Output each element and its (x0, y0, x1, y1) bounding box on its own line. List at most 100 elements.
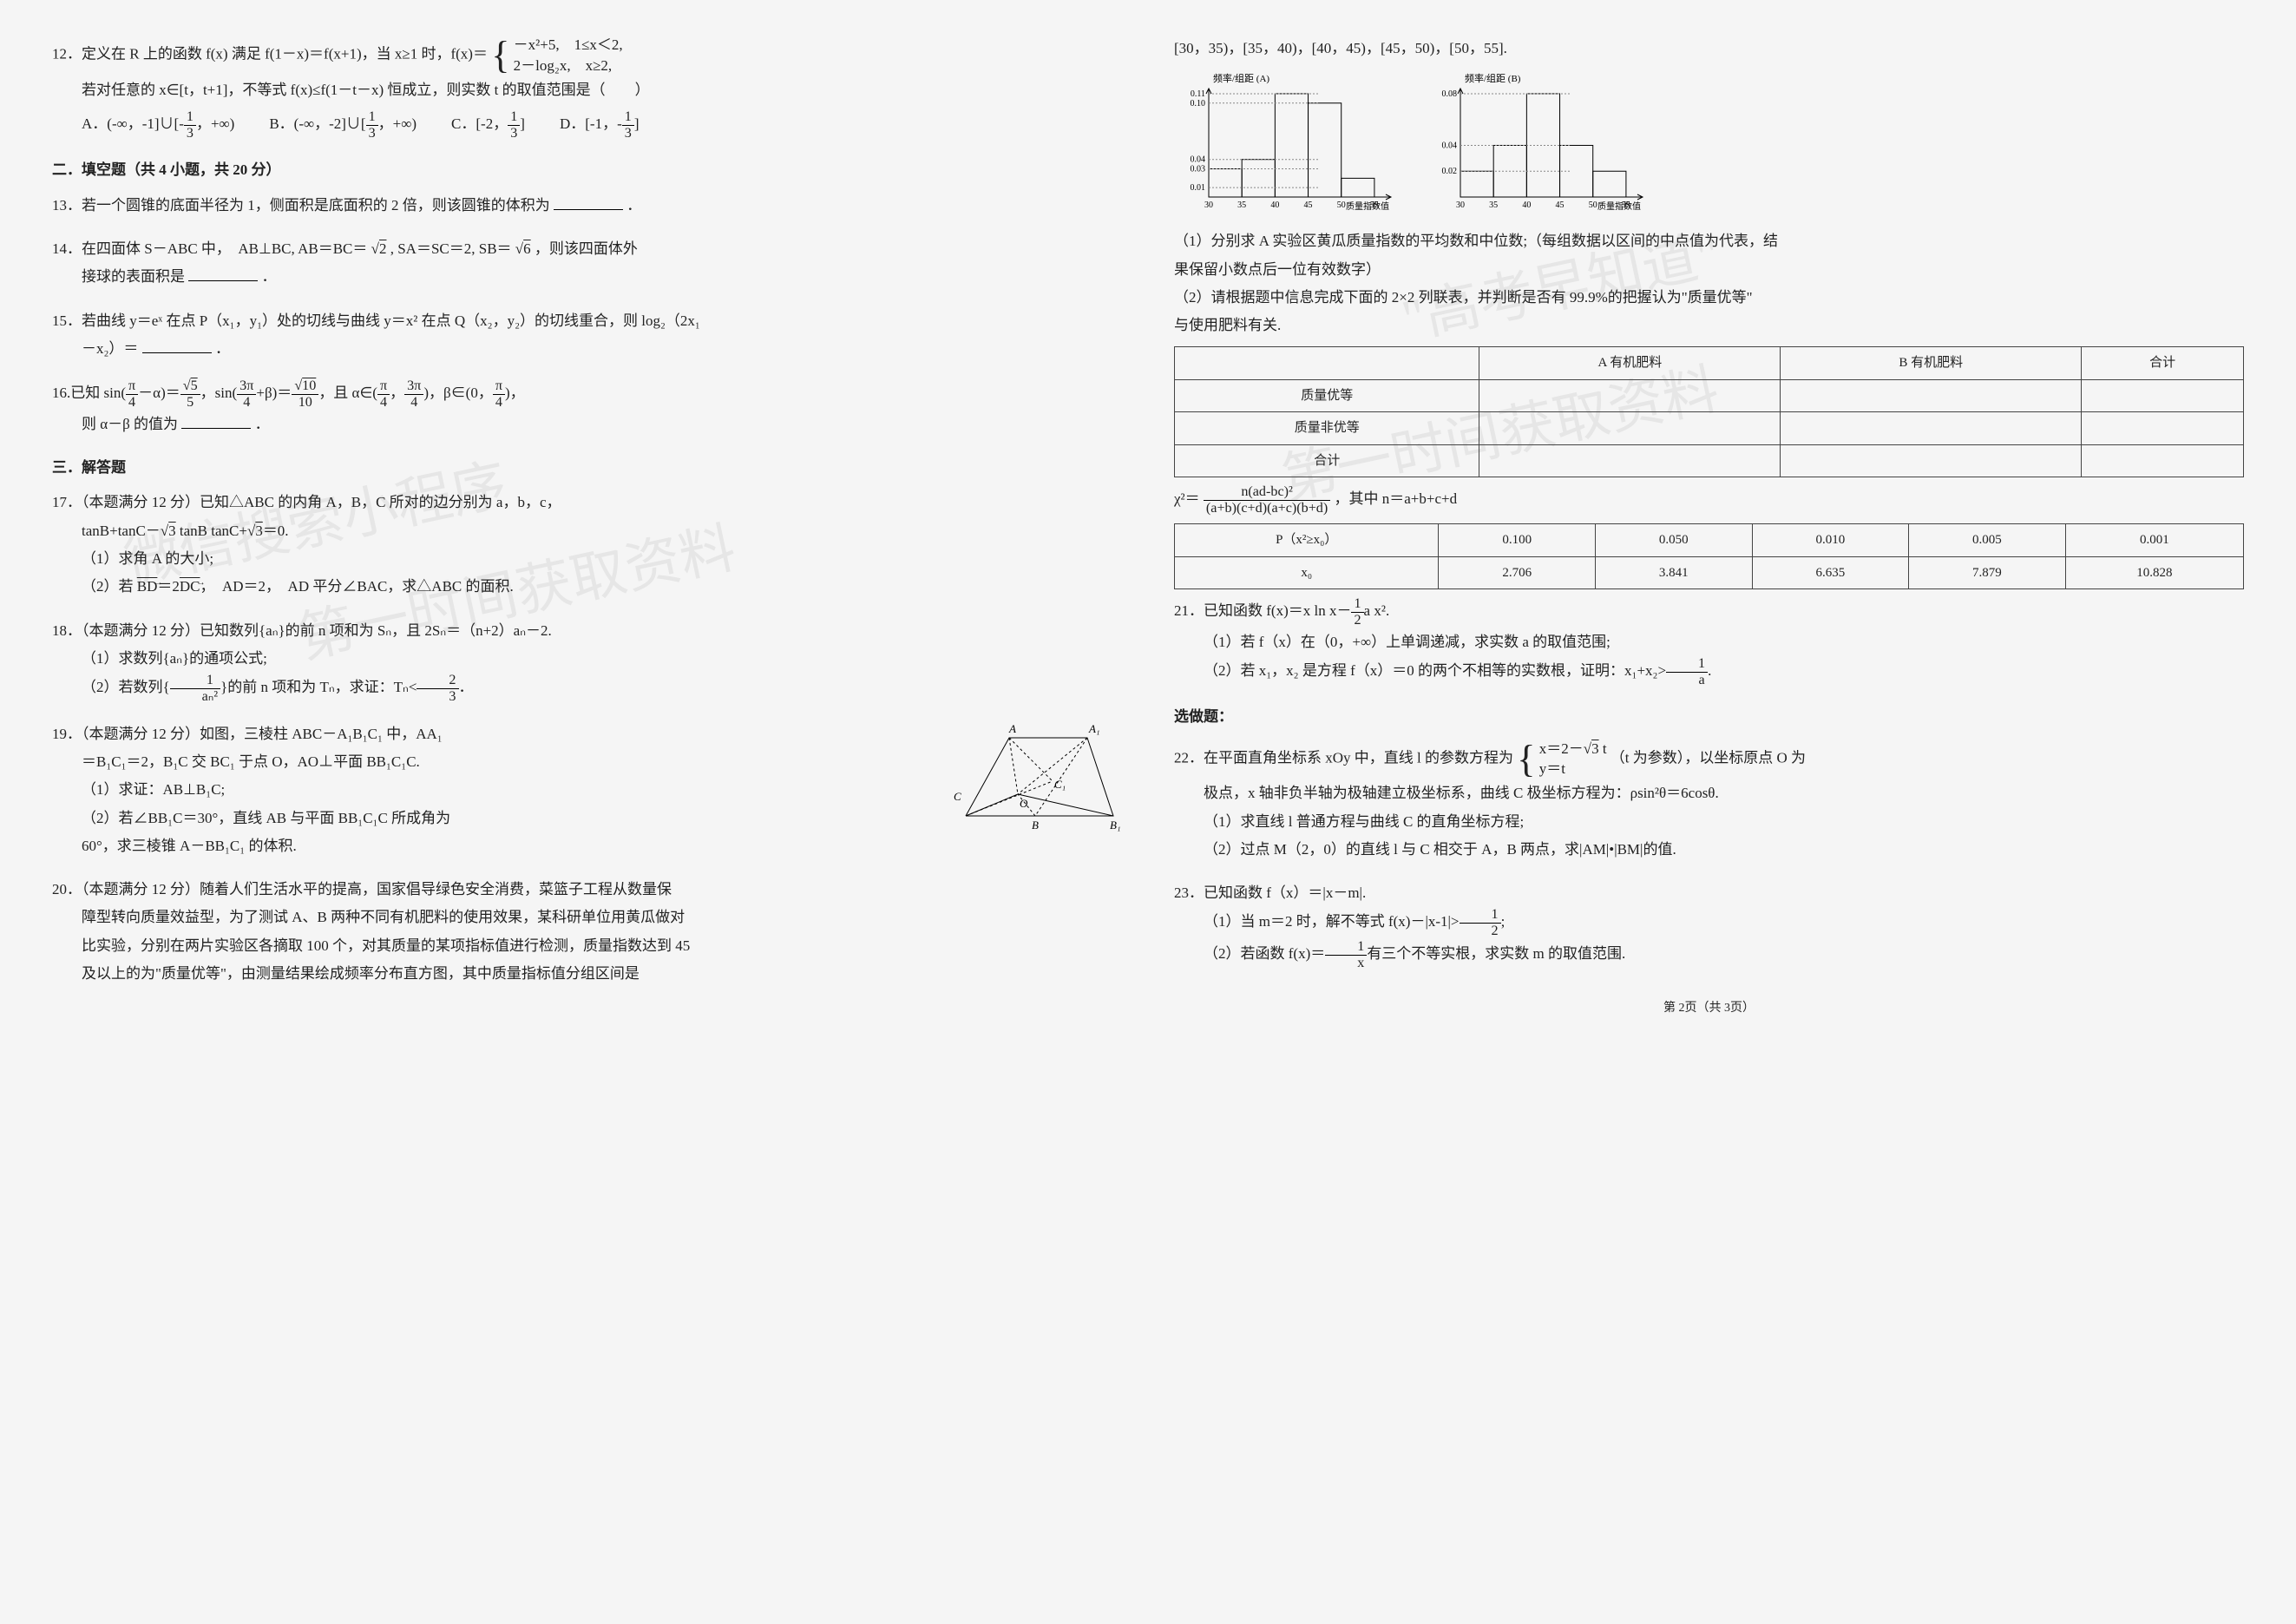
svg-text:30: 30 (1456, 201, 1465, 210)
svg-text:0.01: 0.01 (1191, 183, 1206, 193)
sqrt-6: 6 (523, 240, 531, 257)
q22-part2: （2）过点 M（2，0）的直线 l 与 C 相交于 A，B 两点，求|AM|•|… (1174, 836, 2244, 864)
svg-text:40: 40 (1522, 201, 1531, 210)
answer-blank (554, 194, 623, 210)
brace-icon: { (491, 38, 509, 73)
question-14: 14．在四面体 S－ABC 中， AB⊥BC, AB＝BC＝ √2 , SA＝S… (52, 235, 1122, 292)
prism-diagram: A A₁ C C₁ B B₁ O (948, 720, 1122, 843)
svg-text:50: 50 (1337, 201, 1346, 210)
q16-h: )， (505, 385, 525, 401)
q12-choice-d: D．[-1，-13] (560, 109, 640, 141)
q16-d: +β)＝ (256, 385, 292, 401)
q21-a: 21．已知函数 f(x)＝x ln x－ (1174, 602, 1351, 619)
chi-a: χ²＝ (1174, 491, 1200, 508)
q22-p2: y＝t (1539, 759, 1607, 779)
q22-p1: x＝2－ (1539, 740, 1584, 757)
q22-b: （t 为参数），以坐标原点 O 为 (1610, 749, 1806, 766)
q16-b: －α)＝ (138, 385, 180, 401)
svg-text:质量指数值: 质量指数值 (1597, 201, 1641, 212)
piecewise-function: { －x²+5, 1≤x＜2, 2－log₂x, x≥2, (491, 35, 622, 76)
q14-suffix: ． (262, 268, 277, 285)
question-20: 20．（本题满分 12 分）随着人们生活水平的提高，国家倡导绿色安全消费，菜篮子… (52, 876, 1122, 988)
svg-text:C₁: C₁ (1054, 778, 1066, 791)
q17-d: ＝0. (263, 523, 289, 539)
q22-a: 22．在平面直角坐标系 xOy 中，直线 l 的参数方程为 (1174, 749, 1513, 766)
svg-text:0.08: 0.08 (1442, 89, 1458, 99)
parametric-system: { x＝2－√3 t y＝t (1517, 739, 1606, 780)
q17-a: 17．（本题满分 12 分）已知△ABC 的内角 A，B，C 所对的边分别为 a… (52, 494, 561, 510)
q23-2b: 有三个不等实根，求实数 m 的取值范围. (1367, 945, 1625, 962)
svg-text:40: 40 (1270, 201, 1279, 210)
svg-text:0.03: 0.03 (1191, 165, 1206, 174)
q21-2a: （2）若 x₁，x₂ 是方程 f（x）＝0 的两个不相等的实数根，证明：x₁+x… (1204, 662, 1666, 679)
q17-b: tanB+tanC－ (82, 523, 161, 539)
q21-b: a x². (1364, 602, 1390, 619)
answer-blank (188, 266, 258, 281)
right-column: "高考早知道" 第一时间获取资料 [30，35)，[35，40)，[40，45)… (1174, 35, 2244, 1020)
answer-blank (142, 338, 212, 353)
q14-text-b: , SA＝SC＝2, SB＝ (390, 240, 512, 257)
question-23: 23．已知函数 f（x）＝|x－m|. （1）当 m＝2 时，解不等式 f(x)… (1174, 879, 2244, 970)
q17-2b: ， AD＝2， AD 平分∠BAC，求△ABC 的面积. (200, 578, 514, 595)
chi-reference-table: P（x²≥x₀）0.1000.0500.0100.0050.001x₀2.706… (1174, 523, 2244, 589)
contingency-table: A 有机肥料B 有机肥料合计质量优等 质量非优等 合计 (1174, 346, 2244, 477)
left-column: 12．定义在 R 上的函数 f(x) 满足 f(1－x)＝f(x+1)，当 x≥… (52, 35, 1122, 1020)
question-17: 微信搜索小程序 第一时间获取资料 17．（本题满分 12 分）已知△ABC 的内… (52, 489, 1122, 601)
q16-suffix: ． (255, 416, 270, 432)
histogram-row: 频率/组距 (A)质量指数值3035404550550.010.030.040.… (1174, 71, 2244, 219)
q12-choices: A．(-∞，-1]∪[-13，+∞) B．(-∞，-2]∪[13，+∞) C．[… (52, 109, 1122, 141)
q18-2b: }的前 n 项和为 Tₙ，求证：Tₙ< (220, 679, 417, 695)
q14-line2: 接球的表面积是 (82, 268, 185, 285)
interval-list: [30，35)，[35，40)，[40，45)，[45，50)，[50，55]. (1174, 35, 2244, 62)
question-16: 16.已知 sin(π4－α)＝√55，sin(3π4+β)＝√1010，且 α… (52, 378, 1122, 438)
q20-b: 障型转向质量效益型，为了测试 A、B 两种不同有机肥料的使用效果，某科研单位用黄… (52, 904, 1122, 931)
answer-blank (181, 413, 251, 429)
q13-suffix: ． (626, 197, 641, 214)
piece-row-1: －x²+5, 1≤x＜2, (514, 35, 623, 56)
q20-part2-a: （2）请根据题中信息完成下面的 2×2 列联表，并判断是否有 99.9%的把握认… (1174, 284, 2244, 312)
q12-choice-a: A．(-∞，-1]∪[-13，+∞) (82, 109, 234, 141)
q22-part1: （1）求直线 l 普通方程与曲线 C 的直角坐标方程; (1174, 808, 2244, 836)
question-12: 12．定义在 R 上的函数 f(x) 满足 f(1－x)＝f(x+1)，当 x≥… (52, 35, 1122, 141)
chi-b: ，其中 n＝a+b+c+d (1335, 491, 1458, 508)
svg-text:O: O (1020, 797, 1028, 810)
svg-text:C: C (954, 790, 961, 803)
svg-text:0.11: 0.11 (1191, 89, 1205, 99)
histogram-b: 频率/组距 (B)质量指数值3035404550550.020.040.08 (1426, 71, 1651, 219)
q20-part1-b: 果保留小数点后一位有效数字） (1174, 256, 2244, 284)
svg-text:0.02: 0.02 (1442, 168, 1458, 177)
q16-e: ，且 α∈( (318, 385, 377, 401)
q12-condition: 若对任意的 x∈[t，t+1]，不等式 f(x)≤f(1－t－x) 恒成立，则实… (52, 76, 1122, 104)
svg-text:频率/组距 (A): 频率/组距 (A) (1213, 72, 1269, 84)
svg-text:A₁: A₁ (1088, 722, 1099, 735)
q22-c: 极点，x 轴非负半轴为极轴建立极坐标系，曲线 C 极坐标方程为：ρsin²θ＝6… (1174, 779, 2244, 807)
q20-part1-a: （1）分别求 A 实验区黄瓜质量指数的平均数和中位数;（每组数据以区间的中点值为… (1174, 227, 2244, 255)
q23-1b: ; (1501, 914, 1506, 930)
q16-f: ， (390, 385, 404, 401)
q23-2a: （2）若函数 f(x)＝ (1204, 945, 1325, 962)
q20-a: 20．（本题满分 12 分）随着人们生活水平的提高，国家倡导绿色安全消费，菜篮子… (52, 881, 672, 897)
question-19: A A₁ C C₁ B B₁ O 19．（本题满分 12 分）如图，三棱柱 AB… (52, 720, 1122, 860)
q15-text-a: 15．若曲线 y＝eˣ 在点 P（x₁，y₁）处的切线与曲线 y＝x² 在点 Q… (52, 312, 700, 329)
piece-row-2: 2－log₂x, x≥2, (514, 56, 623, 76)
svg-text:频率/组距 (B): 频率/组距 (B) (1465, 72, 1521, 84)
q23-1a: （1）当 m＝2 时，解不等式 f(x)－|x-1|> (1204, 914, 1460, 930)
svg-text:50: 50 (1589, 201, 1597, 210)
q12-choice-b: B．(-∞，-2]∪[13，+∞) (269, 109, 417, 141)
vector-dc: →DC (180, 578, 200, 595)
q22-p1t: t (1599, 740, 1607, 757)
svg-text:30: 30 (1204, 201, 1213, 210)
q15-text-b: －x₂）＝ (82, 340, 138, 357)
question-13: 13．若一个圆锥的底面半径为 1，侧面积是底面积的 2 倍，则该圆锥的体积为 ． (52, 192, 1122, 220)
svg-text:55: 55 (1370, 201, 1379, 210)
q14-text-c: ，则该四面体外 (535, 240, 638, 257)
svg-text:45: 45 (1304, 201, 1313, 210)
q14-text-a: 14．在四面体 S－ABC 中， AB⊥BC, AB＝BC＝ (52, 240, 367, 257)
section-2-title: 二．填空题（共 4 小题，共 20 分） (52, 156, 1122, 184)
question-18: 18．（本题满分 12 分）已知数列{aₙ}的前 n 项和为 Sₙ，且 2Sₙ＝… (52, 617, 1122, 705)
svg-text:35: 35 (1237, 201, 1246, 210)
svg-text:55: 55 (1622, 201, 1630, 210)
q15-suffix: ． (215, 340, 230, 357)
svg-text:B: B (1032, 819, 1039, 832)
chi-square-formula: χ²＝ n(ad-bc)²(a+b)(c+d)(a+c)(b+d) ，其中 n＝… (1174, 484, 2244, 516)
